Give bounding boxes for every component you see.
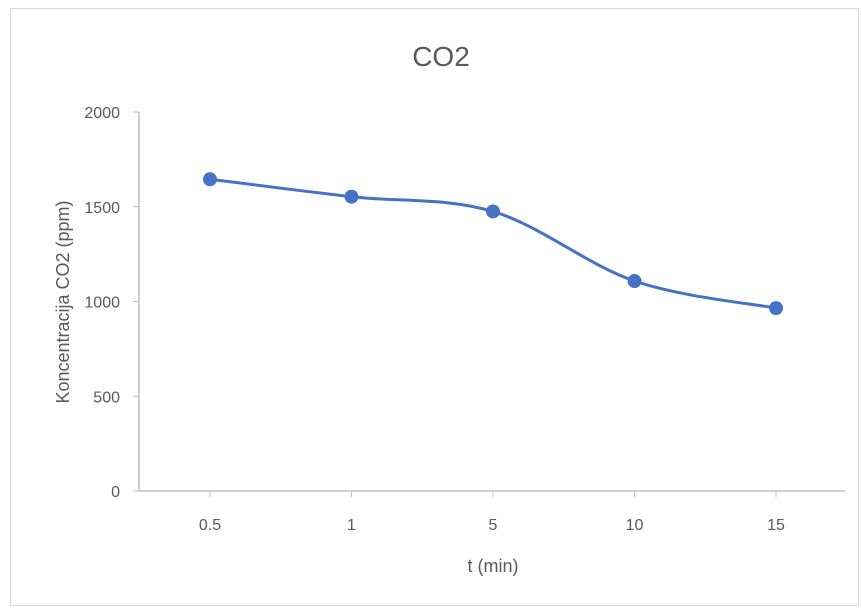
x-tick-label: 5 (489, 517, 498, 534)
y-tick-group: 0 500 1000 1500 2000 (84, 105, 139, 501)
x-tick-label: 10 (626, 517, 644, 534)
y-tick-label: 0 (111, 484, 120, 501)
chart-frame (10, 8, 859, 606)
co2-series-line (208, 177, 778, 310)
y-tick-label: 1000 (84, 295, 120, 312)
chart-title: CO2 (412, 41, 470, 72)
x-tick-label: 15 (767, 517, 785, 534)
x-tick-group: 0.5 1 5 10 15 (199, 491, 785, 534)
data-point-0-5 (203, 172, 217, 187)
data-point-1 (344, 189, 359, 204)
y-tick-label: 2000 (84, 105, 120, 122)
co2-data-points (203, 172, 783, 316)
y-tick-label: 500 (93, 389, 120, 406)
x-tick-label: 0.5 (199, 517, 221, 534)
x-tick-label: 1 (347, 517, 356, 534)
data-point-10 (627, 274, 642, 289)
x-axis-label: t (min) (468, 556, 519, 576)
data-point-15 (769, 301, 783, 316)
data-point-5 (486, 204, 500, 219)
y-tick-label: 1500 (84, 200, 120, 217)
y-axis-label: Koncentracija CO2 (ppm) (53, 200, 73, 403)
